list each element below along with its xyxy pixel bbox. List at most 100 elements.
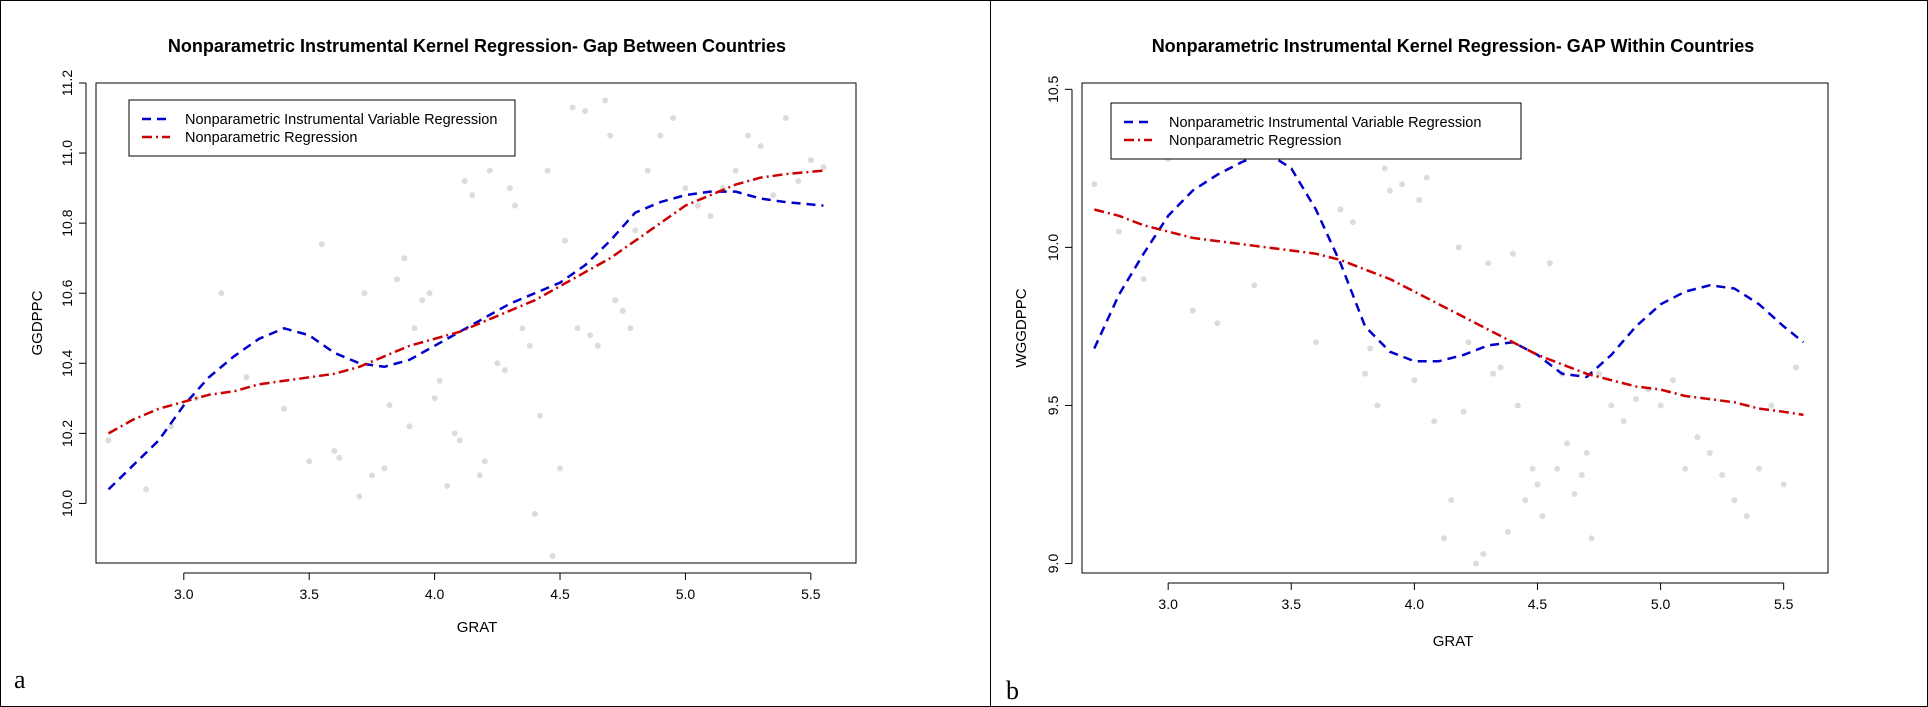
- scatter-point: [1431, 418, 1438, 425]
- scatter-point: [218, 290, 225, 297]
- x-tick-label: 5.0: [1651, 596, 1671, 612]
- scatter-point: [1251, 282, 1258, 289]
- scatter-point: [501, 367, 508, 374]
- scatter-point: [526, 342, 533, 349]
- scatter-point: [306, 458, 313, 465]
- scatter-point: [456, 437, 463, 444]
- y-tick-label: 9.0: [1045, 554, 1061, 574]
- scatter-point: [1564, 440, 1570, 447]
- legend-label-iv: Nonparametric Instrumental Variable Regr…: [185, 112, 497, 128]
- legend-label-iv: Nonparametric Instrumental Variable Regr…: [1169, 115, 1481, 131]
- legend-label-np: Nonparametric Regression: [1169, 133, 1341, 149]
- scatter-point: [820, 164, 827, 171]
- scatter-point: [1756, 465, 1763, 472]
- scatter-point: [1399, 181, 1406, 188]
- scatter-point: [619, 307, 626, 314]
- scatter-point: [411, 325, 418, 332]
- scatter-point: [1312, 339, 1319, 346]
- scatter-point: [745, 132, 752, 139]
- scatter-point: [1596, 370, 1602, 377]
- scatter-point: [419, 297, 426, 304]
- scatter-point: [574, 325, 581, 332]
- scatter-point: [511, 202, 518, 209]
- scatter-point: [486, 167, 493, 174]
- scatter-point: [669, 115, 676, 121]
- y-tick-label: 11.2: [59, 70, 75, 96]
- scatter-point: [361, 290, 368, 297]
- scatter-point: [243, 374, 250, 381]
- scatter-point: [795, 178, 802, 185]
- y-tick-label: 10.2: [59, 420, 75, 447]
- y-axis-label: GGDPPC: [29, 290, 46, 355]
- scatter-point: [168, 423, 175, 430]
- y-axis: 9.0 9.5 10.0 10.5: [1045, 75, 1073, 574]
- scatter-point: [807, 157, 814, 164]
- scatter-point: [406, 423, 413, 430]
- scatter-point: [1546, 260, 1553, 267]
- panel-label: b: [1006, 676, 1019, 705]
- scatter-point: [531, 510, 538, 517]
- scatter-point: [1362, 370, 1369, 377]
- scatter-point: [695, 202, 701, 209]
- y-axis: 10.0 10.2 10.4 10.6 10.8 11.0 11.2: [59, 70, 87, 517]
- scatter-point: [1465, 339, 1472, 346]
- scatter-point: [1485, 260, 1492, 267]
- scatter-point: [1793, 364, 1799, 371]
- scatter-point: [1189, 307, 1196, 314]
- scatter-point: [1115, 228, 1122, 235]
- scatter-point: [1706, 449, 1713, 456]
- y-axis-label: WGGDPPC: [1013, 288, 1030, 367]
- scatter-point: [1657, 402, 1664, 409]
- scatter-point: [1497, 364, 1504, 371]
- scatter-point: [1472, 560, 1479, 567]
- scatter-point: [1367, 345, 1374, 352]
- scatter-point: [105, 437, 112, 444]
- scatter-point: [544, 167, 551, 174]
- scatter-point: [281, 405, 288, 412]
- y-tick-label: 9.5: [1045, 396, 1061, 416]
- x-tick-label: 4.5: [1528, 596, 1548, 612]
- x-tick-label: 5.0: [676, 586, 696, 602]
- y-tick-label: 10.6: [59, 279, 75, 306]
- scatter-layer: [1091, 133, 1799, 567]
- scatter-point: [1337, 206, 1344, 213]
- scatter-point: [587, 332, 594, 339]
- scatter-point: [1539, 513, 1546, 520]
- x-tick-label: 3.0: [1158, 596, 1178, 612]
- lines-layer: [1093, 151, 1805, 417]
- scatter-point: [469, 192, 476, 199]
- x-tick-label: 3.0: [174, 586, 194, 602]
- scatter-point: [1620, 418, 1627, 425]
- scatter-point: [1091, 181, 1098, 188]
- scatter-point: [356, 493, 363, 500]
- scatter-point: [1529, 465, 1536, 472]
- scatter-point: [1743, 513, 1750, 520]
- scatter-point: [537, 412, 543, 419]
- x-tick-label: 4.5: [550, 586, 570, 602]
- scatter-point: [1480, 551, 1487, 557]
- x-tick-label: 3.5: [1282, 596, 1302, 612]
- scatter-point: [426, 290, 433, 297]
- plot-frame: [1081, 82, 1829, 574]
- scatter-point: [481, 458, 488, 465]
- scatter-point: [1490, 370, 1497, 377]
- scatter-point: [461, 178, 468, 185]
- scatter-point: [444, 482, 451, 489]
- scatter-point: [1504, 528, 1511, 535]
- scatter-point: [707, 213, 714, 220]
- scatter-point: [1440, 535, 1447, 542]
- x-axis: 3.0 3.5 4.0 4.5 5.0 5.5: [1158, 582, 1794, 612]
- scatter-point: [1522, 497, 1529, 504]
- scatter-point: [582, 108, 589, 114]
- scatter-point: [381, 465, 388, 472]
- lines-layer: [107, 169, 824, 491]
- scatter-point: [1381, 165, 1388, 172]
- scatter-point: [732, 167, 739, 174]
- scatter-point: [602, 97, 609, 104]
- scatter-point: [1694, 434, 1701, 441]
- scatter-point: [1780, 481, 1787, 488]
- scatter-point: [1423, 174, 1430, 181]
- scatter-point: [1731, 497, 1738, 504]
- scatter-point: [627, 325, 634, 332]
- scatter-point: [401, 255, 408, 262]
